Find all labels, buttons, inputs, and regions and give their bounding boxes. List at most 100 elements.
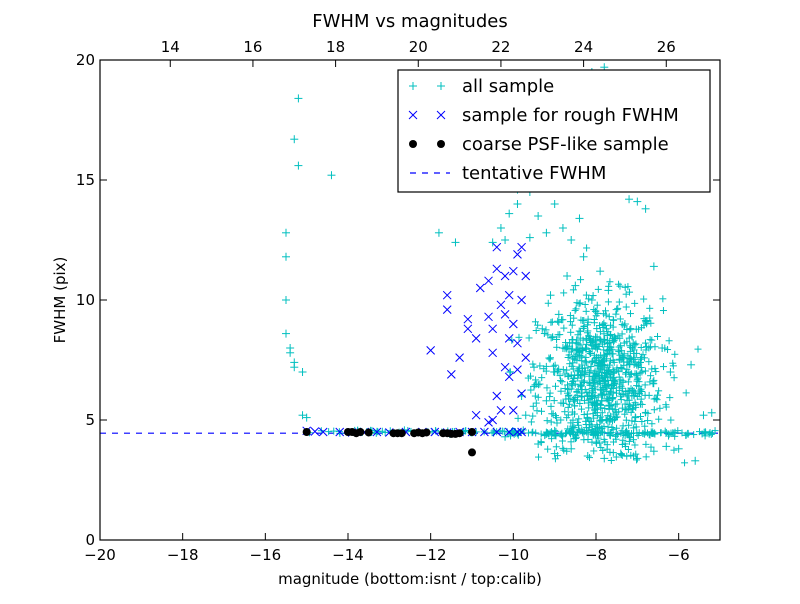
all-sample-point <box>577 276 585 284</box>
all-sample-point <box>631 441 639 449</box>
rough-point <box>508 319 518 329</box>
all-sample-point <box>641 391 649 399</box>
all-sample-point <box>531 381 539 389</box>
all-sample-point <box>567 236 576 244</box>
all-sample-point <box>569 396 577 404</box>
all-sample-point <box>614 304 622 312</box>
all-sample-point <box>451 238 460 247</box>
all-sample-point <box>537 430 545 438</box>
all-sample-point <box>642 346 650 354</box>
all-sample-point <box>601 373 609 381</box>
all-sample-point <box>622 416 630 424</box>
all-sample-point <box>569 359 577 367</box>
all-sample-point <box>625 421 633 429</box>
all-sample-point <box>606 278 614 286</box>
x-tick-label: −8 <box>585 546 607 564</box>
all-sample-point <box>561 370 569 378</box>
all-sample-point <box>560 399 568 407</box>
all-sample-point <box>546 354 554 362</box>
all-sample-point <box>552 443 560 451</box>
all-sample-point <box>617 429 625 437</box>
all-sample-point <box>568 380 576 388</box>
all-sample-point <box>580 323 588 331</box>
all-sample-point <box>330 427 338 435</box>
all-sample-point <box>638 368 646 376</box>
all-sample-point <box>640 295 648 303</box>
all-sample-point <box>661 427 669 435</box>
all-sample-point <box>604 286 613 295</box>
rough-point <box>517 242 526 252</box>
all-sample-point <box>576 334 584 342</box>
all-sample-point <box>694 345 702 353</box>
all-sample-point <box>536 362 544 370</box>
rough-point <box>488 348 498 358</box>
rough-point <box>463 314 473 324</box>
all-sample-point <box>626 326 634 334</box>
all-sample-point <box>600 330 608 338</box>
all-sample-point <box>638 418 646 426</box>
all-sample-point <box>611 335 619 343</box>
all-sample-point <box>633 361 641 369</box>
all-sample-point <box>612 305 621 314</box>
rough-point <box>471 334 481 343</box>
all-sample-point <box>592 344 600 352</box>
legend-label: all sample <box>462 76 554 97</box>
all-sample-point <box>609 449 617 457</box>
all-sample-point <box>534 440 543 448</box>
all-sample-point <box>602 395 610 403</box>
all-sample-point <box>626 360 634 368</box>
all-sample-point <box>547 418 555 426</box>
all-sample-point <box>565 372 573 380</box>
all-sample-point <box>566 318 574 326</box>
all-sample-point <box>629 429 637 437</box>
all-sample-point <box>580 411 588 419</box>
all-sample-point <box>564 395 572 403</box>
all-sample-point <box>540 330 548 338</box>
all-sample-point <box>622 303 630 311</box>
all-sample-point <box>658 344 667 352</box>
all-sample-point <box>282 228 290 237</box>
all-sample-point <box>541 431 549 439</box>
legend-label: coarse PSF-like sample <box>462 134 669 155</box>
all-sample-point <box>533 407 541 415</box>
all-sample-point <box>642 453 650 461</box>
all-sample-point <box>542 326 550 334</box>
all-sample-point <box>505 209 514 218</box>
all-sample-point <box>590 429 598 437</box>
all-sample-point <box>641 428 649 436</box>
all-sample-point <box>666 394 674 402</box>
all-sample-point <box>556 372 564 380</box>
all-sample-point <box>615 373 623 381</box>
all-sample-point <box>294 161 303 170</box>
all-sample-point <box>588 438 596 446</box>
x-tick-label: −18 <box>167 546 199 564</box>
all-sample-point <box>627 386 635 394</box>
all-sample-point <box>501 432 510 441</box>
all-sample-point <box>606 361 614 369</box>
all-sample-point <box>530 363 538 372</box>
all-sample-point <box>575 300 583 308</box>
all-sample-point <box>286 348 295 357</box>
all-sample-point <box>617 451 625 459</box>
all-sample-point <box>544 331 552 339</box>
rough-point <box>442 290 452 300</box>
y-tick-label: 10 <box>76 291 95 309</box>
all-sample-point <box>623 452 631 460</box>
all-sample-point <box>581 364 589 372</box>
all-sample-point <box>567 328 575 336</box>
all-sample-point <box>597 413 605 421</box>
all-sample-point <box>580 428 588 436</box>
y-tick-label: 0 <box>85 531 95 549</box>
rough-point <box>310 427 320 436</box>
all-sample-point <box>529 428 537 436</box>
all-sample-point <box>650 406 658 414</box>
all-sample-point <box>616 282 624 290</box>
all-sample-point <box>699 411 708 420</box>
all-sample-point <box>656 404 664 412</box>
series-2 <box>302 428 476 457</box>
all-sample-point <box>525 334 533 342</box>
all-sample-point <box>600 346 608 354</box>
all-sample-point <box>608 424 616 432</box>
y-tick-label: 5 <box>85 411 95 429</box>
all-sample-point <box>624 283 632 291</box>
